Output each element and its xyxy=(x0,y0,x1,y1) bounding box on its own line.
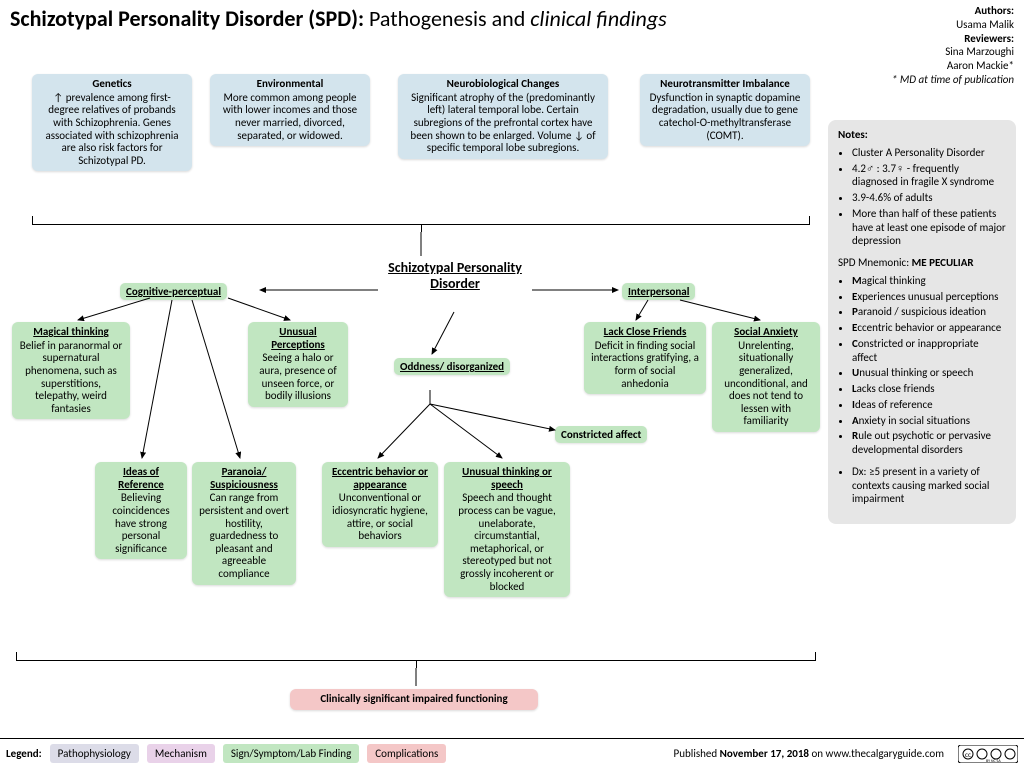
cc-license-icon: cc BY NC SA xyxy=(958,745,1018,763)
box-title: Paranoia/ Suspiciousness xyxy=(198,466,290,491)
box-body: ↑ prevalence among first-degree relative… xyxy=(45,91,178,167)
mnem-item: Constricted or inappropriate affect xyxy=(852,337,1006,365)
label-constricted-affect: Constricted affect xyxy=(555,426,647,443)
note-item: Cluster A Personality Disorder xyxy=(852,146,1006,160)
mnem-item: Lacks close friends xyxy=(852,382,1006,396)
top-bracket xyxy=(32,224,810,225)
bottom-bracket xyxy=(16,660,816,661)
box-title: Genetics xyxy=(38,78,186,91)
box-body: Can range from persistent and overt host… xyxy=(199,491,289,580)
box-title: Unusual Perceptions xyxy=(254,326,342,351)
notes-heading: Notes: xyxy=(838,128,868,141)
box-unusual-perceptions: Unusual Perceptions Seeing a halo or aur… xyxy=(248,322,348,407)
legend: Legend: Pathophysiology Mechanism Sign/S… xyxy=(0,738,1024,768)
box-title: Unusual thinking or speech xyxy=(450,466,564,491)
label-interpersonal: Interpersonal xyxy=(622,283,695,300)
mnem-item: Paranoid / suspicious ideation xyxy=(852,305,1006,319)
mnemonic-heading: SPD Mnemonic: ME PECULIAR xyxy=(838,256,1006,270)
note-item: 3.9-4.6% of adults xyxy=(852,191,1006,205)
box-title: Lack Close Friends xyxy=(590,326,700,339)
box-body: Unconventional or idiosyncratic hygiene,… xyxy=(332,491,428,542)
box-ideas-of-reference: Ideas of Reference Believing coincidence… xyxy=(95,462,187,559)
mnem-item: Unusual thinking or speech xyxy=(852,366,1006,380)
author-1: Usama Malik xyxy=(956,18,1014,31)
box-body: Seeing a halo or aura, presence of unsee… xyxy=(259,351,336,402)
box-body: Dysfunction in synaptic dopamine degrada… xyxy=(650,91,801,142)
box-social-anxiety: Social Anxiety Unrelenting, situationall… xyxy=(712,322,820,432)
mnem-item: Ideas of reference xyxy=(852,398,1006,412)
box-body: More common among people with lower inco… xyxy=(223,91,357,142)
box-title: Magical thinking xyxy=(18,326,124,339)
box-title: Ideas of Reference xyxy=(101,466,181,491)
notes-panel: Notes: Cluster A Personality Disorder 4.… xyxy=(828,120,1016,524)
box-body: Deficit in finding social interactions g… xyxy=(591,339,699,390)
author-note: * MD at time of publication xyxy=(892,73,1014,86)
box-genetics: Genetics ↑ prevalence among first-degree… xyxy=(32,74,192,171)
box-title: Neurobiological Changes xyxy=(404,78,602,91)
box-lack-close-friends: Lack Close Friends Deficit in finding so… xyxy=(584,322,706,394)
box-eccentric: Eccentric behavior or appearance Unconve… xyxy=(322,462,438,547)
legend-complications: Complications xyxy=(367,744,446,763)
mnem-item: Anxiety in social situations xyxy=(852,414,1006,428)
box-body: Believing coincidences have strong perso… xyxy=(112,491,169,555)
box-unusual-thinking: Unusual thinking or speech Speech and th… xyxy=(444,462,570,597)
center-title: Schizotypal Personality Disorder xyxy=(380,260,530,292)
box-title: Social Anxiety xyxy=(718,326,814,339)
title-ital: clinical findings xyxy=(530,5,666,32)
reviewer-1: Sina Marzoughi xyxy=(945,45,1014,58)
box-neurotransmitter: Neurotransmitter Imbalance Dysfunction i… xyxy=(640,74,810,146)
box-neurobiological: Neurobiological Changes Significant atro… xyxy=(398,74,608,159)
box-magical-thinking: Magical thinking Belief in paranormal or… xyxy=(12,322,130,419)
title-main: Schizotypal Personality Disorder (SPD): xyxy=(10,5,364,32)
reviewers-heading: Reviewers: xyxy=(964,32,1014,45)
reviewer-2: Aaron Mackie* xyxy=(947,59,1014,72)
box-paranoia: Paranoia/ Suspiciousness Can range from … xyxy=(192,462,296,585)
box-body: Unrelenting, situationally generalized, … xyxy=(724,339,808,428)
box-environmental: Environmental More common among people w… xyxy=(210,74,370,146)
box-outcome: Clinically significant impaired function… xyxy=(290,689,538,710)
note-item: 4.2♂ : 3.7♀ - frequently diagnosed in fr… xyxy=(852,162,1006,190)
box-title: Neurotransmitter Imbalance xyxy=(646,78,804,91)
box-body: Belief in paranormal or supernatural phe… xyxy=(20,339,123,415)
legend-sign: Sign/Symptom/Lab Finding xyxy=(223,744,359,763)
legend-mechanism: Mechanism xyxy=(147,744,215,763)
mnem-item: Rule out psychotic or pervasive developm… xyxy=(852,429,1006,457)
legend-pathophysiology: Pathophysiology xyxy=(50,744,139,763)
label-oddness: Oddness/ disorganized xyxy=(394,358,510,375)
box-title: Environmental xyxy=(216,78,364,91)
box-title: Eccentric behavior or appearance xyxy=(328,466,432,491)
mnem-item: Experiences unusual perceptions xyxy=(852,290,1006,304)
svg-text:BY NC SA: BY NC SA xyxy=(986,759,1001,763)
legend-label: Legend: xyxy=(6,747,42,760)
box-body: Speech and thought process can be vague,… xyxy=(458,491,556,592)
note-dx: Dx: ≥5 present in a variety of contexts … xyxy=(852,465,1006,506)
mnem-item: Eccentric behavior or appearance xyxy=(852,321,1006,335)
page-title: Schizotypal Personality Disorder (SPD): … xyxy=(10,6,830,31)
title-sub: Pathogenesis and xyxy=(369,5,525,32)
authors-block: Authors: Usama Malik Reviewers: Sina Mar… xyxy=(892,4,1014,87)
mnem-item: Magical thinking xyxy=(852,274,1006,288)
box-body: Significant atrophy of the (predominantl… xyxy=(410,91,595,155)
label-cognitive-perceptual: Cognitive-perceptual xyxy=(120,283,227,300)
note-item: More than half of these patients have at… xyxy=(852,207,1006,248)
svg-text:cc: cc xyxy=(965,750,971,759)
legend-published: Published November 17, 2018 on www.theca… xyxy=(674,747,944,760)
authors-heading: Authors: xyxy=(975,4,1014,17)
